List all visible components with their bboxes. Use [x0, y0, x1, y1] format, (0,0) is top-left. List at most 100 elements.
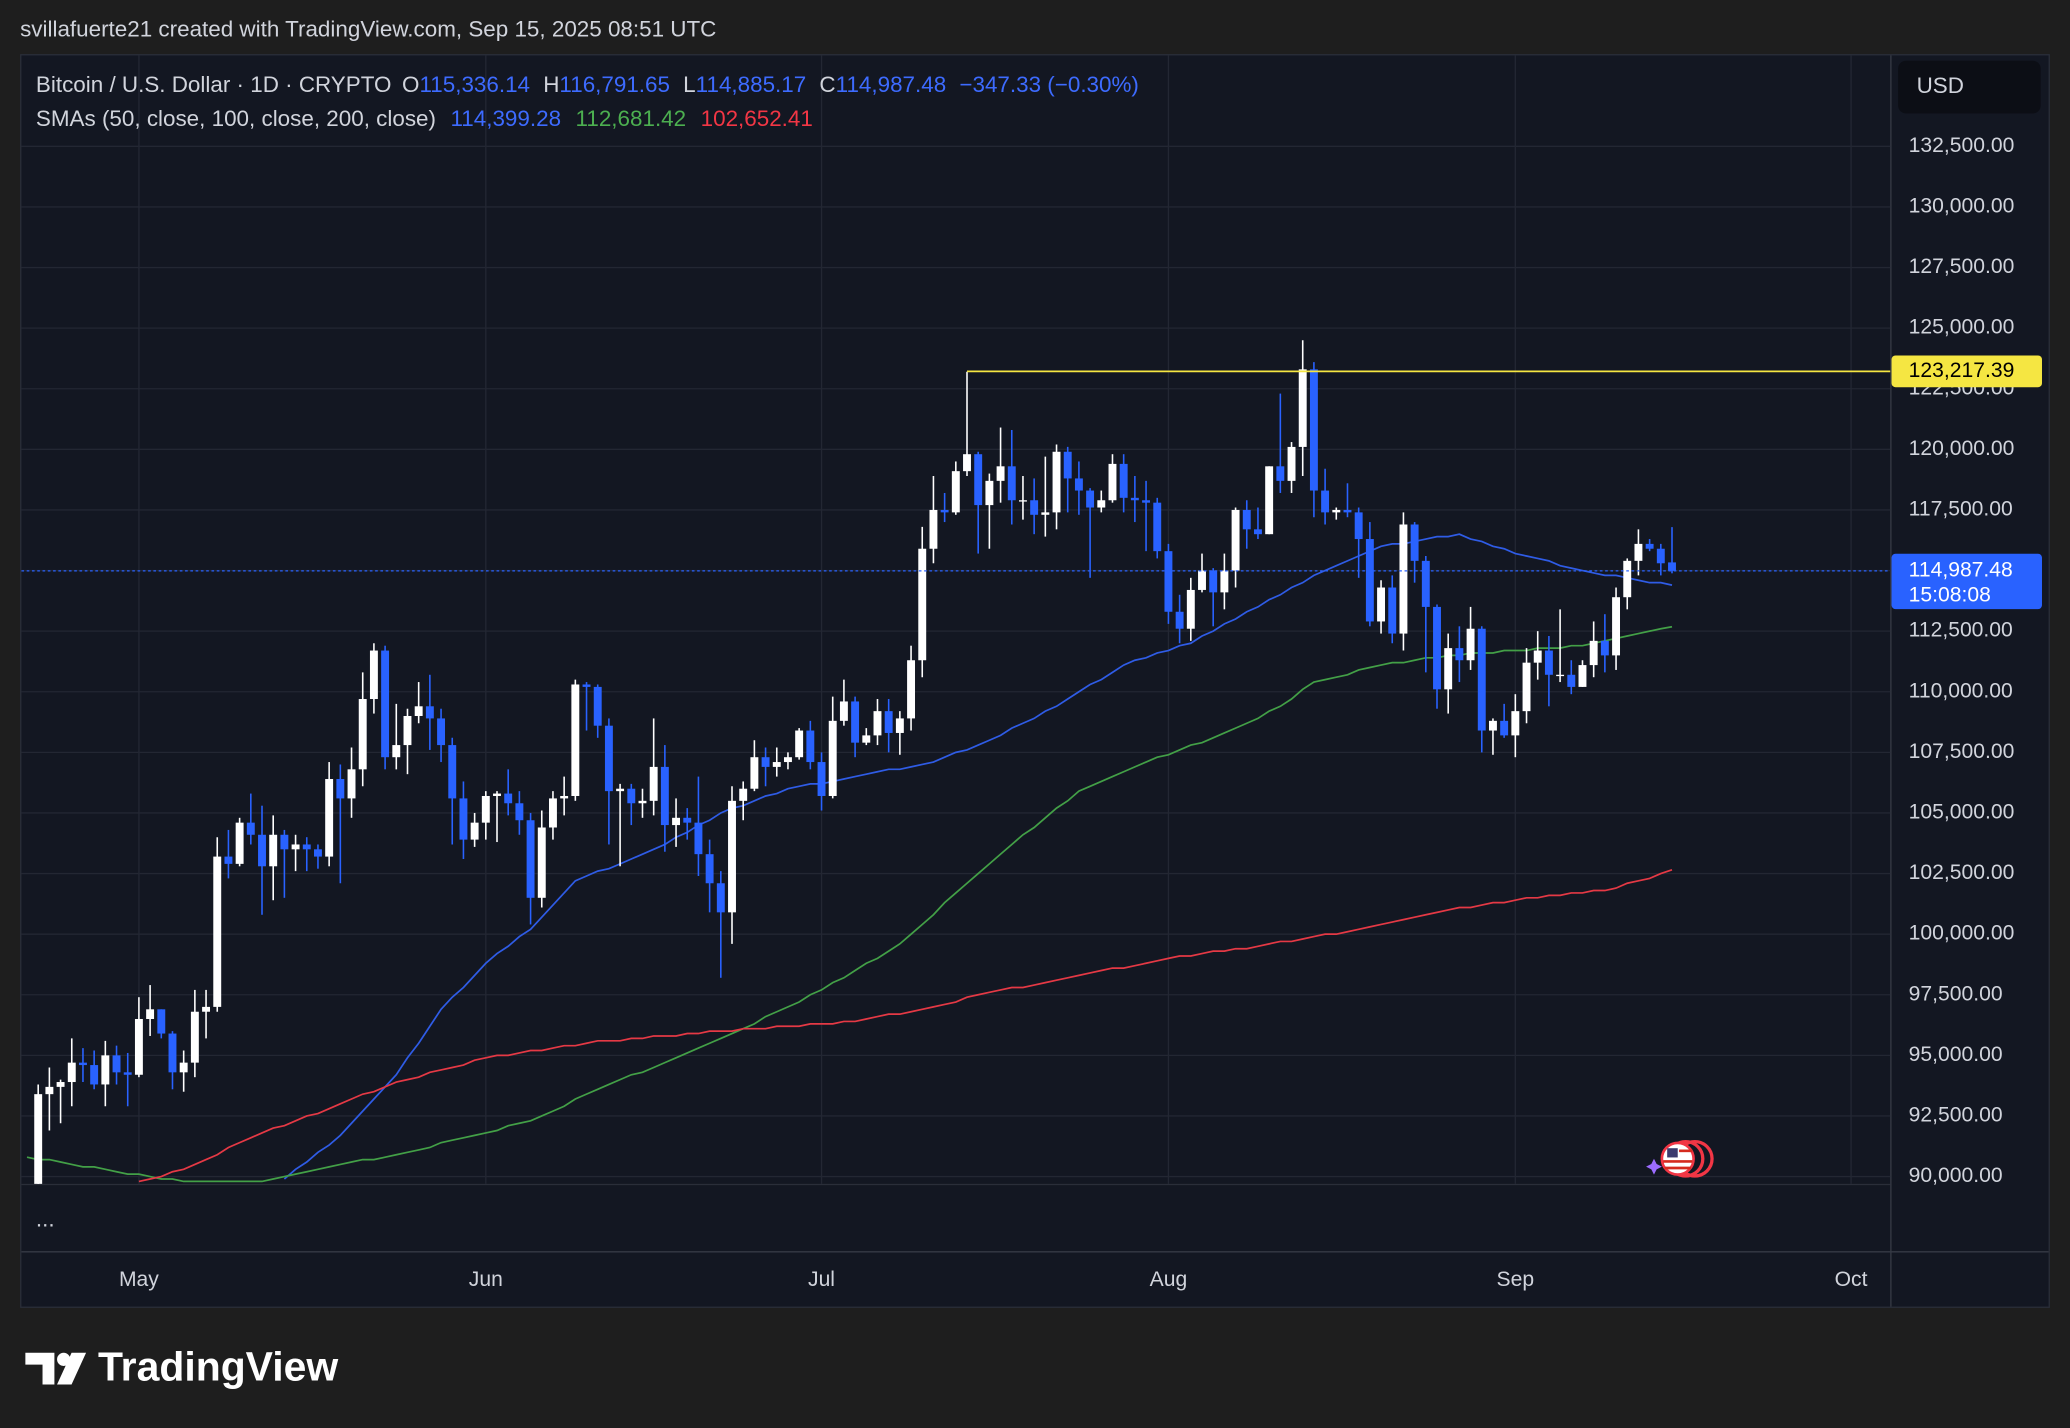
candle-body	[202, 1006, 211, 1012]
candle-body	[493, 793, 501, 796]
h-key: H	[543, 72, 559, 97]
candle-body	[1186, 589, 1195, 629]
chart-panel	[20, 54, 2050, 1308]
candle-body	[604, 725, 613, 792]
candle-body	[616, 788, 625, 792]
y-tick-label: 125,000.00	[1909, 316, 2015, 339]
candle-body	[112, 1055, 121, 1073]
candle-body	[1589, 640, 1598, 666]
candle-body	[425, 706, 434, 719]
candle-body	[694, 822, 703, 855]
candle-body	[1209, 570, 1218, 593]
y-tick-label: 90,000.00	[1909, 1164, 2003, 1187]
candle-body	[437, 718, 446, 746]
y-tick-label: 127,500.00	[1909, 255, 2015, 278]
candle-body	[1455, 648, 1464, 661]
candle-body	[1365, 539, 1374, 622]
candle-body	[392, 745, 401, 758]
candle-body	[1298, 369, 1307, 447]
candle-body	[459, 798, 468, 840]
symbol: Bitcoin / U.S. Dollar · 1D · CRYPTO	[36, 72, 392, 97]
candle-body	[280, 834, 289, 850]
countdown-label: 15:08:08	[1909, 584, 1991, 607]
sparkle	[1646, 1158, 1662, 1175]
candle-body	[772, 762, 781, 767]
candle-body	[369, 650, 378, 700]
candle-body	[929, 509, 938, 549]
x-tick-label: May	[119, 1268, 159, 1291]
candle-body	[101, 1055, 110, 1085]
candle-body	[526, 820, 535, 898]
candle-body	[269, 834, 278, 867]
candle-body	[45, 1086, 54, 1095]
candle-body	[313, 849, 322, 857]
candle-body	[1377, 587, 1386, 622]
y-tick-label: 130,000.00	[1909, 195, 2015, 218]
candle-body	[817, 762, 826, 796]
candle-body	[336, 779, 345, 799]
sma-title: SMAs (50, close, 100, close, 200, close)	[36, 106, 436, 131]
legend-line-1: Bitcoin / U.S. Dollar · 1D · CRYPTO O115,…	[36, 72, 1139, 97]
candle-body	[1354, 512, 1363, 540]
candle-body	[1119, 463, 1128, 498]
candle-body	[246, 822, 255, 835]
candle-body	[291, 844, 300, 850]
candle-body	[1018, 500, 1027, 502]
x-tick-label: Aug	[1150, 1268, 1188, 1291]
candle-body	[1634, 543, 1643, 561]
candle-body	[1108, 463, 1117, 501]
candle-body	[1097, 500, 1106, 508]
candle-body	[1399, 524, 1408, 634]
candle-body	[1522, 662, 1531, 712]
candle-body	[582, 684, 591, 687]
last-price-label: 114,987.48	[1909, 558, 2013, 581]
candle-body	[448, 745, 457, 799]
candle-body	[795, 730, 804, 758]
candle-body	[873, 711, 882, 736]
candle-body	[548, 798, 557, 828]
y-tick-label: 132,500.00	[1909, 134, 2015, 157]
candle-body	[1668, 562, 1676, 571]
candle-body	[1612, 597, 1621, 656]
candle-body	[258, 834, 266, 867]
candle-body	[1511, 711, 1520, 736]
o-key: O	[402, 72, 419, 97]
y-tick-label: 100,000.00	[1909, 922, 2015, 945]
currency-button[interactable]	[1898, 60, 2041, 114]
candle-body	[224, 856, 233, 864]
candle-body	[1198, 570, 1206, 590]
candle-body	[302, 844, 311, 850]
candle-body	[862, 735, 871, 743]
logo-mark	[25, 1352, 55, 1385]
event-icon[interactable]	[1646, 1139, 1714, 1178]
candle-body	[1074, 478, 1083, 491]
candle-body	[705, 854, 714, 884]
logo-mark	[57, 1352, 87, 1385]
candle-body	[1007, 466, 1016, 501]
attribution: svillafuerte21 created with TradingView.…	[20, 16, 716, 41]
level-label: 123,217.39	[1909, 359, 2015, 382]
y-tick-label: 112,500.00	[1909, 619, 2013, 642]
candle-body	[1276, 466, 1285, 481]
y-tick-label: 120,000.00	[1909, 437, 2015, 460]
y-tick-label: 110,000.00	[1909, 679, 2013, 702]
candle-body	[78, 1062, 87, 1066]
candle-body	[1466, 628, 1475, 661]
candle-body	[683, 817, 692, 823]
y-tick-label: 97,500.00	[1909, 982, 2003, 1005]
more-indicator[interactable]: ...	[36, 1207, 55, 1232]
candle-body	[1421, 560, 1430, 607]
candle-body	[918, 548, 927, 661]
candle-body	[593, 686, 602, 726]
y-tick-label: 107,500.00	[1909, 740, 2015, 763]
candle-body	[1153, 502, 1162, 552]
candle-body	[325, 779, 334, 857]
sma-100-value: 112,681.42	[576, 106, 687, 131]
candle-body	[146, 1009, 155, 1020]
candle-body	[190, 1011, 199, 1063]
candle-body	[1556, 674, 1565, 677]
candle-body	[1488, 720, 1497, 731]
candle-body	[996, 466, 1005, 481]
candle-body	[381, 650, 390, 758]
candle-body	[1220, 570, 1229, 593]
